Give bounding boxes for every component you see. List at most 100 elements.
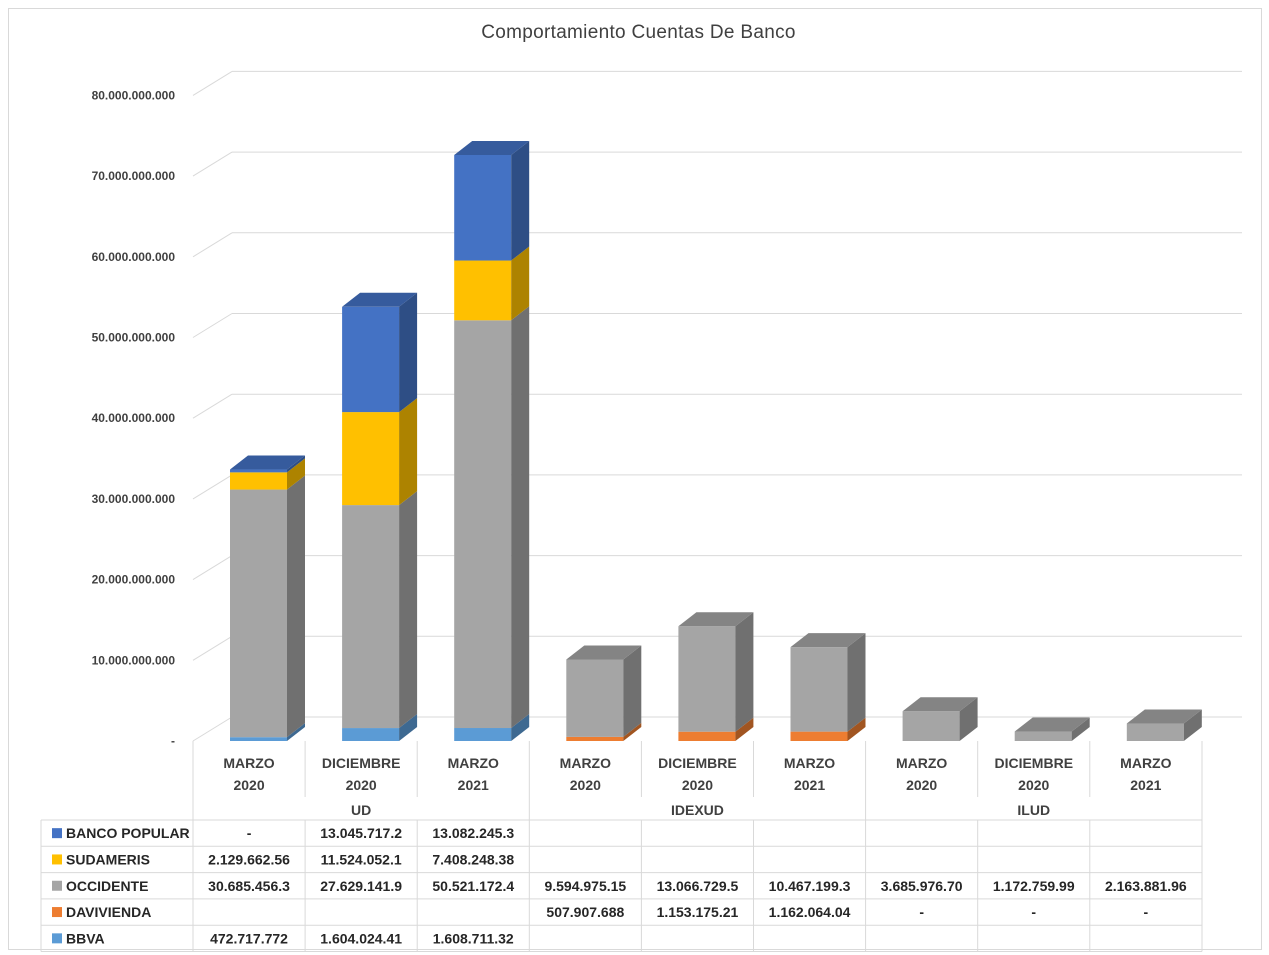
bar-occidente [454, 320, 512, 729]
bar-occidente [230, 489, 287, 738]
bar-occidente [342, 505, 400, 729]
data-label: 1.604.024.41 [320, 930, 402, 946]
gridline-side [192, 635, 233, 661]
legend-label: OCCIDENTE [66, 878, 148, 894]
bar-davivienda [790, 731, 848, 741]
gridline-side [192, 474, 233, 500]
category-label: MARZO [448, 755, 499, 771]
bar-top [454, 140, 530, 155]
category-label: MARZO [1120, 755, 1171, 771]
gridline-side [192, 393, 233, 419]
chart-title: Comportamiento Cuentas De Banco [481, 22, 796, 43]
category-label: 2020 [346, 777, 377, 793]
gridline-side [192, 313, 233, 338]
y-tick-label: - [171, 734, 175, 748]
bar-sudameris [454, 260, 512, 321]
bar-side [511, 714, 530, 741]
bar-top [230, 455, 305, 470]
category-label: 2021 [794, 777, 825, 793]
data-label: 1.162.064.04 [769, 904, 851, 920]
data-label: 1.608.711.32 [433, 930, 514, 946]
data-label: 2.163.881.96 [1105, 878, 1187, 894]
bar-side [623, 722, 642, 741]
bar-top [1126, 709, 1202, 724]
bar-bbva [230, 737, 287, 741]
data-label: 10.467.199.3 [769, 878, 851, 894]
bar-top [342, 292, 418, 307]
category-label: DICIEMBRE [658, 755, 737, 771]
bar-side [959, 697, 978, 741]
category-label: 2020 [570, 777, 601, 793]
data-label: 13.082.245.3 [432, 825, 514, 841]
bar-banco-popular [454, 154, 512, 261]
category-label: MARZO [896, 755, 947, 771]
gridline-side [192, 232, 233, 258]
data-label: 30.685.456.3 [208, 878, 290, 894]
category-label: MARZO [784, 755, 835, 771]
group-label: IDEXUD [671, 802, 724, 818]
bar-sudameris [342, 412, 400, 506]
category-label: MARZO [223, 755, 274, 771]
data-label: - [1031, 904, 1036, 920]
bar-davivienda [566, 736, 624, 741]
bar-side [399, 491, 418, 729]
bar-side [623, 645, 642, 737]
bar-side [287, 458, 305, 490]
bar-occidente [566, 659, 624, 737]
category-label: 2021 [458, 777, 489, 793]
bar-occidente [790, 647, 848, 732]
category-label: 2020 [233, 777, 264, 793]
bar-side [511, 306, 530, 729]
bar-davivienda [678, 731, 736, 741]
category-label: DICIEMBRE [994, 755, 1073, 771]
bar-side [287, 475, 305, 738]
bar-side [1183, 709, 1202, 741]
data-label: 2.129.662.56 [208, 851, 290, 867]
y-tick-label: 10.000.000.000 [92, 653, 176, 667]
bar-side [735, 612, 754, 732]
bar-banco-popular [342, 306, 400, 413]
data-label: - [247, 825, 252, 841]
bar-top [902, 697, 978, 712]
data-label: 13.045.717.2 [320, 825, 402, 841]
bar-side [287, 455, 305, 473]
bar-banco-popular [230, 469, 287, 473]
gridline-side [192, 70, 233, 96]
bar-side [847, 717, 866, 741]
data-label: - [919, 904, 924, 920]
legend-key-sudameris [52, 854, 62, 865]
legend-key-bbva [52, 933, 62, 944]
bar-side [1071, 717, 1090, 741]
category-label: 2020 [906, 777, 937, 793]
bar-top [1014, 717, 1090, 732]
group-label: ILUD [1017, 802, 1050, 818]
data-label: 50.521.172.4 [432, 878, 514, 894]
bar-side [399, 292, 418, 413]
bar-top [566, 645, 642, 660]
bar-side [735, 717, 754, 741]
bar-side [511, 140, 530, 261]
data-label: 507.907.688 [546, 904, 624, 920]
data-label: 3.685.976.70 [881, 878, 963, 894]
bar-sudameris [230, 472, 287, 490]
category-label: MARZO [560, 755, 611, 771]
gridline-side [192, 151, 233, 177]
data-label: - [1144, 904, 1149, 920]
category-label: 2020 [1018, 777, 1049, 793]
bar-occidente [678, 626, 736, 732]
y-tick-label: 80.000.000.000 [92, 88, 176, 102]
bar-bbva [454, 728, 512, 741]
data-label: 472.717.772 [210, 930, 288, 946]
bar-occidente [1126, 723, 1184, 741]
data-label: 11.524.052.1 [321, 851, 402, 867]
legend-label: SUDAMERIS [66, 851, 150, 867]
category-label: 2020 [682, 777, 713, 793]
data-label: 13.066.729.5 [657, 878, 739, 894]
bar-top [678, 612, 754, 627]
category-label: DICIEMBRE [322, 755, 401, 771]
bar-side [847, 633, 866, 732]
legend-key-occidente [52, 880, 62, 891]
data-label: 27.629.141.9 [320, 878, 402, 894]
y-tick-label: 60.000.000.000 [92, 250, 176, 264]
